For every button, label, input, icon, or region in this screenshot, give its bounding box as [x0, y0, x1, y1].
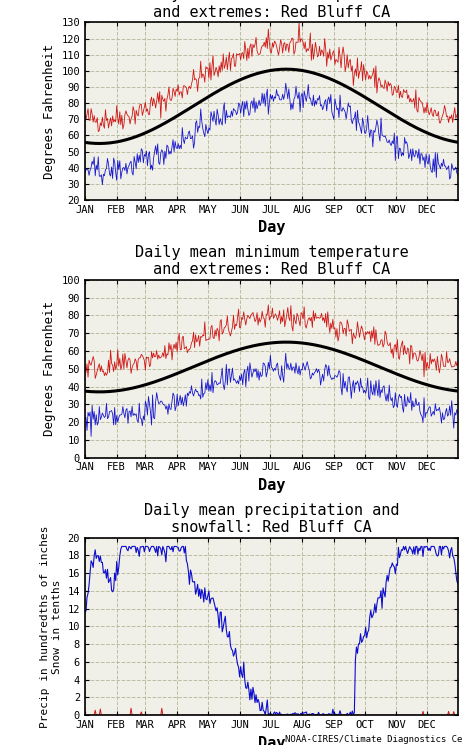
Y-axis label: Degrees Fahrenheit: Degrees Fahrenheit [43, 44, 56, 179]
Title: Daily mean precipitation and
snowfall: Red Bluff CA: Daily mean precipitation and snowfall: R… [143, 503, 399, 535]
Y-axis label: Precip in hundredths of inches
Snow in tenths: Precip in hundredths of inches Snow in t… [41, 525, 62, 728]
Title: Daily mean minimum temperature
and extremes: Red Bluff CA: Daily mean minimum temperature and extre… [135, 245, 408, 277]
Y-axis label: Degrees Fahrenheit: Degrees Fahrenheit [43, 301, 56, 437]
X-axis label: Day: Day [258, 221, 285, 235]
Title: Daily mean maximum temperature
and extremes: Red Bluff CA: Daily mean maximum temperature and extre… [135, 0, 408, 20]
X-axis label: Day: Day [258, 735, 285, 745]
Text: NOAA-CIRES/Climate Diagnostics Ce: NOAA-CIRES/Climate Diagnostics Ce [285, 735, 463, 744]
X-axis label: Day: Day [258, 478, 285, 493]
